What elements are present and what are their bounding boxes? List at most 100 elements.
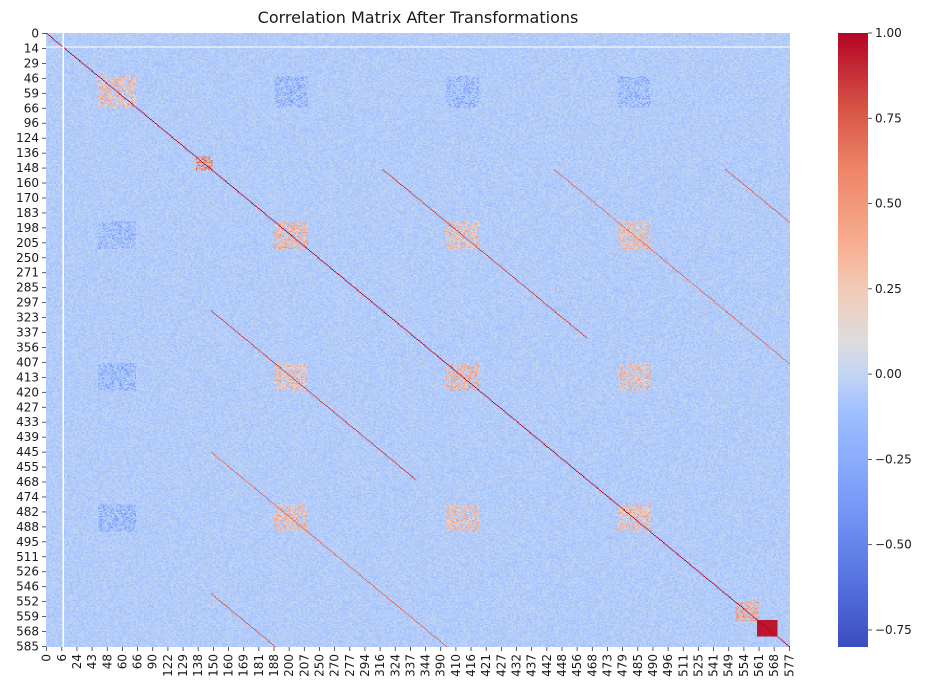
x-tick-label: 160 [222, 654, 236, 677]
y-tick-label: 337 [16, 326, 39, 340]
colorbar-tick-label: −0.50 [875, 538, 912, 552]
y-tick-label: 271 [16, 266, 39, 280]
x-tick-label: 207 [297, 654, 311, 677]
x-tick-label: 138 [191, 654, 205, 677]
y-tick-label: 420 [16, 385, 39, 399]
x-tick-label: 337 [403, 654, 417, 677]
x-tick-label: 511 [676, 654, 690, 677]
colorbar-ticks: 1.00 0.75 0.50 0.25 0.00 −0.25 −0.50 −0.75 [868, 26, 912, 637]
y-tick-label: 546 [16, 580, 39, 594]
y-tick-label: 552 [16, 595, 39, 609]
y-tick-label: 439 [16, 430, 39, 444]
y-tick-label: 585 [16, 639, 39, 653]
y-tick-label: 14 [24, 41, 39, 55]
y-tick-label: 445 [16, 445, 39, 459]
colorbar-tick-label: 0.50 [875, 197, 902, 211]
y-tick-label: 160 [16, 176, 39, 190]
y-tick-label: 29 [24, 56, 39, 70]
x-axis-ticks: 0 6 24 43 48 60 66 90 122 129 138 150 160 169 181 188 20… [40, 647, 796, 677]
x-tick-label: 561 [752, 654, 766, 677]
y-tick-label: 455 [16, 460, 39, 474]
y-tick-label: 323 [16, 311, 39, 325]
x-tick-label: 416 [464, 654, 478, 677]
y-tick-label: 96 [24, 116, 39, 130]
x-tick-label: 48 [100, 654, 114, 669]
x-tick-label: 549 [722, 654, 736, 677]
x-tick-label: 525 [691, 654, 705, 677]
colorbar-tick-label: 0.00 [875, 367, 902, 381]
x-tick-label: 427 [494, 654, 508, 677]
colorbar [838, 33, 868, 647]
x-tick-label: 150 [206, 654, 220, 677]
x-tick-label: 169 [237, 654, 251, 677]
y-tick-label: 427 [16, 400, 39, 414]
y-tick-label: 559 [16, 610, 39, 624]
x-tick-label: 129 [176, 654, 190, 677]
x-tick-label: 24 [70, 654, 84, 669]
y-tick-label: 433 [16, 415, 39, 429]
x-tick-label: 541 [707, 654, 721, 677]
x-tick-label: 277 [343, 654, 357, 677]
x-tick-label: 188 [267, 654, 281, 677]
y-tick-label: 407 [16, 355, 39, 369]
y-tick-label: 468 [16, 475, 39, 489]
y-axis-ticks: 0142946596696124136148160170183198205250… [16, 27, 46, 653]
x-tick-label: 456 [570, 654, 584, 677]
x-tick-label: 432 [510, 654, 524, 677]
y-tick-label: 148 [16, 161, 39, 175]
x-tick-label: 181 [252, 654, 266, 677]
y-tick-label: 46 [24, 71, 39, 85]
y-tick-label: 495 [16, 535, 39, 549]
y-tick-label: 250 [16, 251, 39, 265]
y-tick-label: 198 [16, 221, 39, 235]
y-tick-label: 170 [16, 191, 39, 205]
y-tick-label: 124 [16, 131, 39, 145]
x-tick-label: 577 [782, 654, 796, 677]
x-tick-label: 485 [631, 654, 645, 677]
x-tick-label: 473 [600, 654, 614, 677]
x-tick-label: 421 [479, 654, 493, 677]
colorbar-tick-label: 1.00 [875, 26, 902, 40]
y-tick-label: 59 [24, 86, 39, 100]
colorbar-tick-label: 0.75 [875, 111, 902, 125]
x-tick-label: 200 [282, 654, 296, 677]
x-tick-label: 410 [449, 654, 463, 677]
x-tick-label: 0 [40, 654, 54, 662]
x-tick-label: 390 [434, 654, 448, 677]
x-tick-label: 250 [312, 654, 326, 677]
y-tick-label: 183 [16, 206, 39, 220]
x-tick-label: 60 [115, 654, 129, 669]
x-tick-label: 448 [555, 654, 569, 677]
y-tick-label: 511 [16, 550, 39, 564]
colorbar-tick-label: 0.25 [875, 282, 902, 296]
x-tick-label: 554 [737, 654, 751, 677]
heatmap-image [46, 33, 790, 647]
heatmap-cells [46, 33, 790, 647]
x-tick-label: 270 [328, 654, 342, 677]
colorbar-tick-label: −0.75 [875, 623, 912, 637]
x-tick-label: 490 [646, 654, 660, 677]
y-tick-label: 285 [16, 281, 39, 295]
x-tick-label: 568 [767, 654, 781, 677]
y-tick-label: 356 [16, 340, 39, 354]
x-tick-label: 344 [419, 654, 433, 677]
y-tick-label: 413 [16, 370, 39, 384]
x-tick-label: 294 [358, 654, 372, 677]
y-tick-label: 526 [16, 565, 39, 579]
colorbar-tick-label: −0.25 [875, 452, 912, 466]
x-tick-label: 324 [388, 654, 402, 677]
x-tick-label: 442 [540, 654, 554, 677]
x-tick-label: 66 [131, 654, 145, 669]
x-tick-label: 496 [661, 654, 675, 677]
y-tick-label: 66 [24, 101, 39, 115]
x-tick-label: 90 [146, 654, 160, 669]
y-tick-label: 0 [31, 27, 39, 41]
x-tick-label: 316 [373, 654, 387, 677]
y-tick-label: 568 [16, 625, 39, 639]
y-tick-label: 488 [16, 520, 39, 534]
y-tick-label: 205 [16, 236, 39, 250]
y-tick-label: 297 [16, 296, 39, 310]
y-tick-label: 474 [16, 490, 39, 504]
